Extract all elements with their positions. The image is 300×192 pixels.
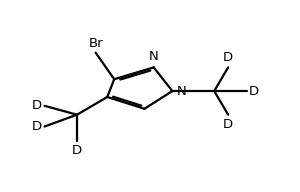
Text: D: D bbox=[32, 120, 42, 133]
Text: D: D bbox=[223, 51, 233, 65]
Text: D: D bbox=[72, 144, 82, 157]
Text: N: N bbox=[149, 50, 159, 63]
Text: D: D bbox=[32, 99, 42, 112]
Text: D: D bbox=[223, 118, 233, 131]
Text: N: N bbox=[177, 84, 187, 98]
Text: D: D bbox=[249, 84, 259, 98]
Text: Br: Br bbox=[88, 37, 103, 50]
